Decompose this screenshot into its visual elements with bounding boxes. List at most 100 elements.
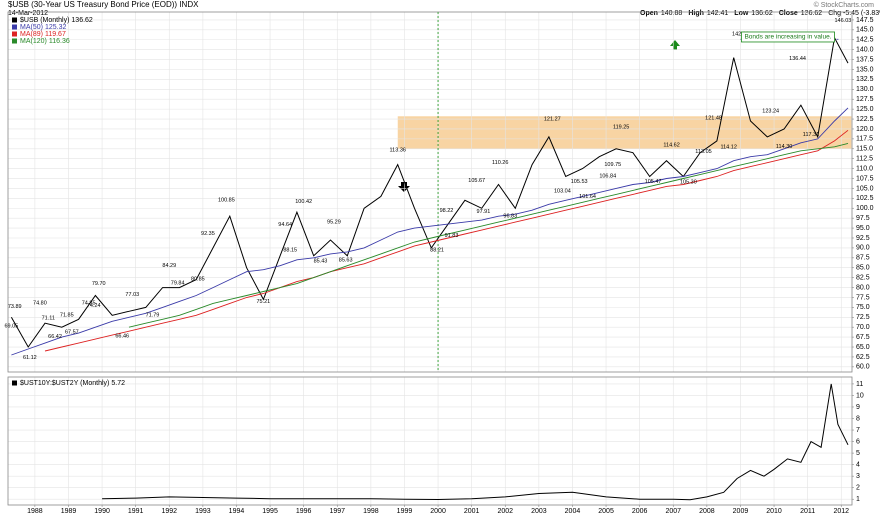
x-tick-label: 2002 bbox=[497, 508, 513, 515]
annotation: 103.04 bbox=[554, 189, 571, 195]
y-tick-label: 1 bbox=[856, 496, 860, 503]
legend-value: 136.62 bbox=[71, 17, 93, 24]
quote-value: 142.41 bbox=[707, 10, 729, 17]
annotation: 75.21 bbox=[256, 299, 270, 305]
series-line bbox=[44, 129, 849, 352]
y-tick-label: 110.0 bbox=[856, 165, 873, 172]
x-tick-label: 2005 bbox=[598, 508, 614, 515]
x-tick-label: 2004 bbox=[565, 508, 581, 515]
annotation: 136.44 bbox=[789, 56, 806, 62]
y-tick-label: 8 bbox=[856, 415, 860, 422]
annotation: 61.12 bbox=[23, 355, 37, 361]
annotation: 100.42 bbox=[295, 199, 312, 205]
y-tick-label: 60.0 bbox=[856, 364, 870, 371]
x-tick-label: 2003 bbox=[531, 508, 547, 515]
annotation: 74.24 bbox=[87, 303, 101, 309]
y-tick-label: 122.5 bbox=[856, 116, 874, 123]
annotation: 73.89 bbox=[8, 304, 22, 310]
y-tick-label: 5 bbox=[856, 450, 860, 457]
x-tick-label: 1998 bbox=[363, 508, 379, 515]
annotation: 119.25 bbox=[613, 124, 629, 130]
annotation: 123.24 bbox=[762, 109, 779, 115]
y-tick-label: 85.0 bbox=[856, 265, 870, 272]
annotation: 121.48 bbox=[705, 116, 722, 122]
x-tick-label: 2007 bbox=[665, 508, 681, 515]
annotation: 110.26 bbox=[492, 160, 508, 166]
x-tick-label: 1991 bbox=[128, 508, 144, 515]
quote-label: Open bbox=[640, 10, 658, 17]
y-tick-label: 95.0 bbox=[856, 225, 870, 232]
annotation: 71.79 bbox=[146, 313, 160, 319]
x-tick-label: 2008 bbox=[699, 508, 715, 515]
series-line bbox=[10, 36, 849, 348]
legend-swatch bbox=[12, 31, 17, 37]
legend-name: $UST10Y:$UST2Y (Monthly) bbox=[20, 380, 109, 387]
annotation: 85.43 bbox=[314, 258, 328, 264]
annotation: 74.85 bbox=[82, 300, 96, 306]
annotation: 74.80 bbox=[33, 301, 47, 307]
legend-swatch bbox=[12, 380, 17, 386]
annotation: 114.30 bbox=[776, 144, 792, 150]
x-tick-label: 1989 bbox=[61, 508, 77, 515]
legend-swatch bbox=[12, 17, 17, 23]
x-tick-label: 1994 bbox=[229, 508, 245, 515]
x-tick-label: 1996 bbox=[296, 508, 312, 515]
y-tick-label: 65.0 bbox=[856, 344, 870, 351]
down-arrow bbox=[398, 182, 410, 192]
y-tick-label: 125.0 bbox=[856, 106, 874, 113]
x-tick-label: 1988 bbox=[27, 508, 43, 515]
annotation: 114.62 bbox=[663, 143, 679, 149]
annotation: 113.36 bbox=[390, 148, 406, 154]
y-tick-label: 87.5 bbox=[856, 255, 870, 262]
y-tick-label: 140.0 bbox=[856, 47, 874, 54]
annotation: 94.64 bbox=[278, 222, 292, 228]
y-tick-label: 132.5 bbox=[856, 76, 874, 83]
y-tick-label: 97.5 bbox=[856, 215, 870, 222]
x-tick-label: 1993 bbox=[195, 508, 211, 515]
y-tick-label: 75.0 bbox=[856, 304, 870, 311]
y-tick-label: 3 bbox=[856, 473, 860, 480]
x-tick-label: 1995 bbox=[262, 508, 278, 515]
y-tick-label: 147.5 bbox=[856, 17, 874, 24]
y-tick-label: 115.0 bbox=[856, 146, 873, 153]
legend-value: 5.72 bbox=[111, 380, 125, 387]
annotation: 114.12 bbox=[720, 145, 736, 151]
y-tick-label: 127.5 bbox=[856, 96, 874, 103]
annotation: 79.70 bbox=[92, 281, 106, 287]
panel-frame bbox=[7, 376, 853, 506]
annotation: 113.05 bbox=[695, 149, 711, 155]
quote-value: 136.62 bbox=[751, 10, 773, 17]
x-tick-label: 1997 bbox=[329, 508, 345, 515]
y-tick-label: 145.0 bbox=[856, 27, 874, 34]
x-tick-label: 2000 bbox=[430, 508, 446, 515]
annotation: 66.42 bbox=[48, 334, 62, 340]
annotation: 69.05 bbox=[4, 323, 18, 329]
y-tick-label: 9 bbox=[856, 404, 860, 411]
annotation: 67.57 bbox=[65, 329, 79, 335]
y-tick-label: 107.5 bbox=[856, 175, 874, 182]
legend-swatch bbox=[12, 38, 17, 44]
annotation: 121.27 bbox=[544, 116, 561, 122]
annotation: 80.85 bbox=[191, 277, 205, 283]
annotation: 95.29 bbox=[327, 219, 341, 225]
annotation: 71.85 bbox=[60, 312, 74, 318]
annotation: 98.22 bbox=[440, 208, 454, 214]
y-tick-label: 2 bbox=[856, 485, 860, 492]
y-tick-label: 120.0 bbox=[856, 126, 874, 133]
annotation: 105.67 bbox=[468, 178, 485, 184]
up-arrow bbox=[670, 40, 680, 50]
y-tick-label: 77.5 bbox=[856, 294, 870, 301]
series-line bbox=[128, 142, 849, 328]
annotation: 142.62 bbox=[732, 32, 749, 38]
note-box bbox=[741, 31, 835, 43]
quote-value: 136.62 bbox=[801, 10, 823, 17]
y-tick-label: 6 bbox=[856, 438, 860, 445]
quote-value: 140.88 bbox=[661, 10, 683, 17]
annotation: 88.15 bbox=[283, 248, 297, 254]
annotation: 85.63 bbox=[339, 258, 353, 264]
annotation: 66.46 bbox=[115, 334, 129, 340]
legend-value: 125.32 bbox=[45, 24, 67, 31]
credit: © StockCharts.com bbox=[814, 1, 875, 9]
y-tick-label: 72.5 bbox=[856, 314, 870, 321]
annotation: 146.03 bbox=[835, 18, 852, 24]
